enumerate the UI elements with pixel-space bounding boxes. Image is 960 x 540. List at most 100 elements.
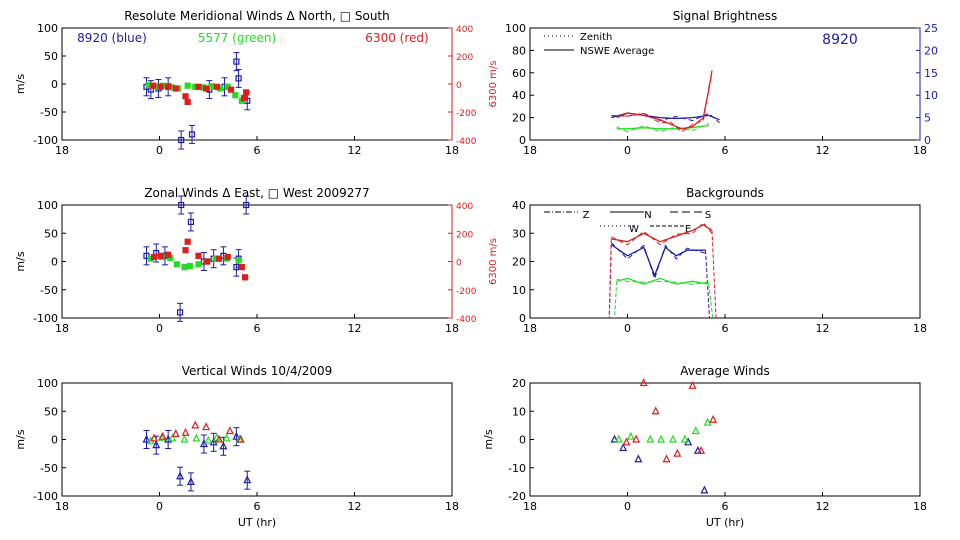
point-6300 [165, 83, 172, 90]
y2-axis-label: 6300 m/s [488, 238, 499, 285]
y2-tick-label: 20 [924, 44, 938, 57]
point-5577 [703, 417, 712, 426]
x-tick-label: 0 [156, 322, 163, 335]
point-5577 [195, 261, 202, 268]
x-tick-label: 18 [523, 500, 537, 513]
y-tick-label: 20 [512, 256, 526, 269]
point-6300 [182, 247, 189, 254]
y-tick-label: 0 [519, 434, 526, 447]
y2-tick-label: 0 [456, 81, 462, 91]
legend-label-S: S [705, 210, 711, 221]
point-6300 [673, 448, 682, 457]
x-tick-label: 18 [523, 322, 537, 335]
plot-frame [61, 204, 453, 319]
series-line-5577 [616, 124, 709, 130]
y-tick-label: -50 [40, 106, 58, 119]
series-drop-5577 [614, 281, 618, 319]
point-8920 [219, 441, 228, 450]
point-5577 [646, 434, 655, 443]
chart-title: Resolute Meridional Winds Δ North, □ Sou… [124, 9, 390, 23]
point-8920 [634, 454, 643, 463]
x-tick-label: 0 [624, 500, 631, 513]
y-axis-label: m/s [14, 251, 27, 271]
point-6300 [157, 83, 164, 90]
x-tick-label: 18 [913, 322, 927, 335]
y-tick-label: 80 [512, 44, 526, 57]
legend-annotation-2: 6300 (red) [365, 31, 428, 45]
point-5577 [657, 434, 666, 443]
x-tick-label: 12 [816, 500, 830, 513]
point-6300 [241, 274, 249, 281]
y2-tick-label: 10 [924, 89, 938, 102]
y2-tick-label: -400 [456, 315, 477, 325]
x-tick-label: 0 [156, 500, 163, 513]
point-6300 [157, 252, 164, 259]
legend-label-Z: Z [583, 210, 590, 221]
x-tick-label: 6 [254, 500, 261, 513]
plot-frame [61, 382, 453, 497]
legend-nswe-label: NSWE Average [580, 46, 654, 57]
y-tick-label: 30 [512, 227, 526, 240]
point-6300 [158, 431, 167, 440]
point-6300 [215, 255, 223, 262]
point-6300 [202, 85, 210, 92]
point-8920 [164, 434, 173, 443]
y2-tick-label: 15 [924, 67, 938, 80]
point-6300 [195, 83, 202, 90]
series-line-5577-alt [616, 122, 710, 133]
point-6300 [202, 422, 211, 431]
y-tick-label: 40 [512, 89, 526, 102]
y-tick-label: -50 [40, 462, 58, 475]
y2-tick-label: 0 [924, 134, 931, 147]
series-line-8920 [610, 244, 706, 278]
point-6300 [181, 427, 190, 436]
y-tick-label: 0 [519, 134, 526, 147]
x-tick-label: 0 [156, 144, 163, 157]
y-tick-label: 100 [37, 22, 58, 35]
x-tick-label: 0 [624, 144, 631, 157]
series-line-5577-alt [616, 278, 709, 285]
point-8920 [243, 201, 250, 209]
point-5577 [186, 262, 193, 270]
point-6300 [191, 420, 200, 429]
point-6300 [171, 429, 180, 437]
series-line-6300 [611, 224, 713, 243]
point-5577 [208, 83, 215, 90]
point-6300 [149, 82, 157, 89]
point-8920 [187, 218, 195, 226]
point-6300 [688, 380, 697, 389]
point-5577 [181, 264, 188, 271]
legend-label-W: W [629, 224, 639, 235]
x-tick-label: 18 [913, 500, 927, 513]
plot-frame [529, 204, 921, 319]
point-6300 [227, 86, 235, 93]
point-5577 [204, 435, 213, 444]
y2-tick-label: -200 [456, 287, 477, 297]
y-tick-label: 0 [51, 256, 58, 269]
point-8920 [243, 475, 252, 484]
y-tick-label: 20 [512, 377, 526, 390]
point-6300 [184, 238, 191, 245]
point-5577 [184, 82, 191, 89]
y-tick-label: -100 [33, 490, 58, 503]
y-tick-label: -100 [33, 312, 58, 325]
x-tick-label: 12 [816, 144, 830, 157]
chart-average: Average Winds 18 0 6 12 18 UT (hr) 20 10 0 -10 -20 m… [482, 364, 927, 529]
y-tick-label: 50 [44, 50, 58, 63]
point-8920 [178, 201, 185, 209]
brightness-annotation: 8920 [822, 32, 858, 48]
point-6300 [632, 434, 641, 443]
x-tick-label: 6 [722, 322, 729, 335]
point-6300 [150, 253, 158, 261]
x-tick-label: 18 [445, 322, 459, 335]
y-tick-label: 100 [37, 377, 58, 390]
point-5577 [691, 426, 700, 435]
point-6300 [238, 264, 245, 271]
point-8920 [188, 131, 196, 138]
y-tick-label: 60 [512, 67, 526, 80]
y-tick-label: 10 [512, 405, 526, 418]
point-8920 [152, 440, 161, 449]
series-line-6300 [616, 70, 713, 130]
